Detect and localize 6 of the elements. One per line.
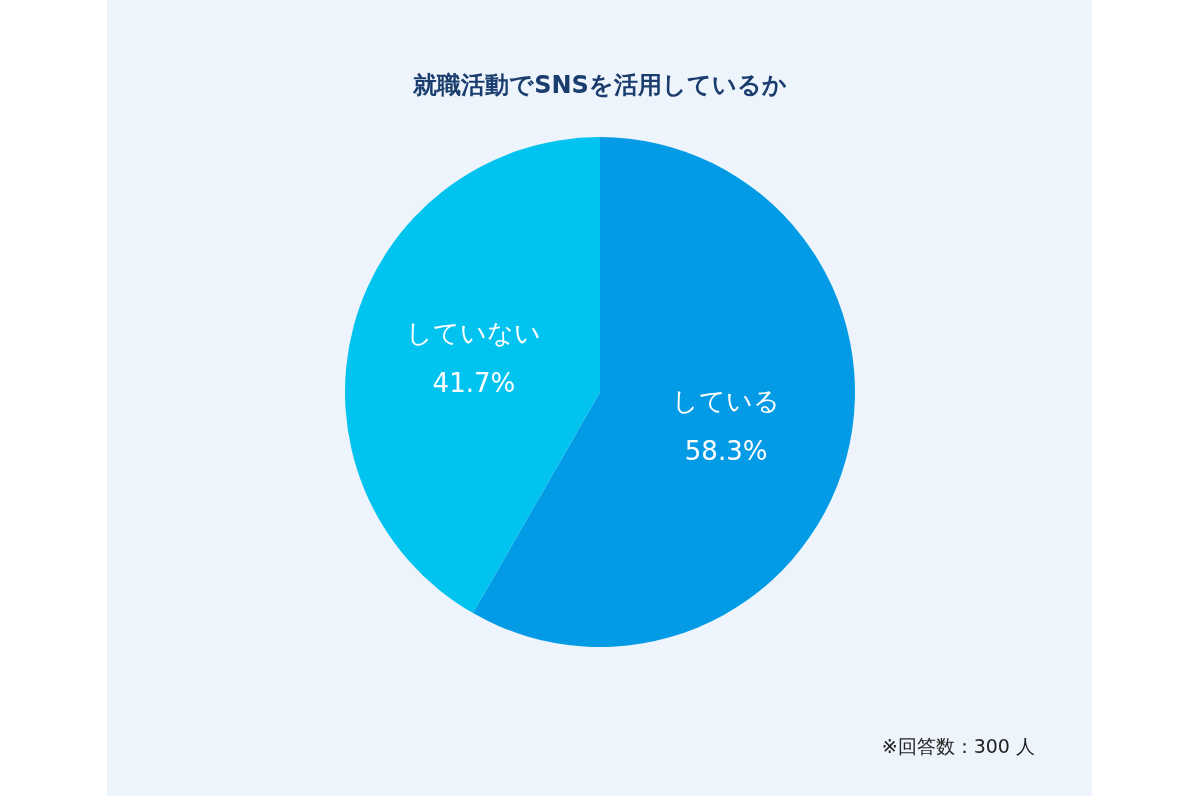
slice-label: していない <box>406 318 542 349</box>
text: ※回答数：300 人 <box>881 734 1036 757</box>
chart-title: 就職活動でSNSを活用しているか <box>412 71 787 99</box>
data-label: 58.3% <box>684 435 768 466</box>
slice-label: している <box>672 385 781 416</box>
data-label: 41.7% <box>432 368 516 399</box>
